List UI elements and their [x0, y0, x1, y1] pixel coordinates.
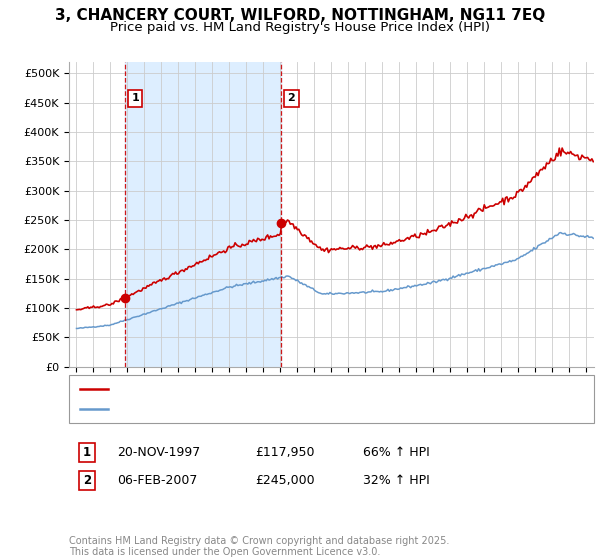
Text: Contains HM Land Registry data © Crown copyright and database right 2025.
This d: Contains HM Land Registry data © Crown c… [69, 535, 449, 557]
Text: £245,000: £245,000 [255, 474, 314, 487]
Text: 1: 1 [131, 93, 139, 103]
Text: HPI: Average price, detached house, City of Nottingham: HPI: Average price, detached house, City… [112, 403, 443, 416]
Text: 3, CHANCERY COURT, WILFORD, NOTTINGHAM, NG11 7EQ: 3, CHANCERY COURT, WILFORD, NOTTINGHAM, … [55, 8, 545, 24]
Text: 1: 1 [83, 446, 91, 459]
Text: Price paid vs. HM Land Registry's House Price Index (HPI): Price paid vs. HM Land Registry's House … [110, 21, 490, 34]
Text: 06-FEB-2007: 06-FEB-2007 [117, 474, 197, 487]
Bar [125, 62, 281, 367]
Text: 3, CHANCERY COURT, WILFORD, NOTTINGHAM, NG11 7EQ (detached house): 3, CHANCERY COURT, WILFORD, NOTTINGHAM, … [112, 382, 561, 395]
Text: 66% ↑ HPI: 66% ↑ HPI [363, 446, 430, 459]
Text: £117,950: £117,950 [255, 446, 314, 459]
Text: 20-NOV-1997: 20-NOV-1997 [117, 446, 200, 459]
Text: 32% ↑ HPI: 32% ↑ HPI [363, 474, 430, 487]
Text: 2: 2 [83, 474, 91, 487]
Text: 2: 2 [287, 93, 295, 103]
